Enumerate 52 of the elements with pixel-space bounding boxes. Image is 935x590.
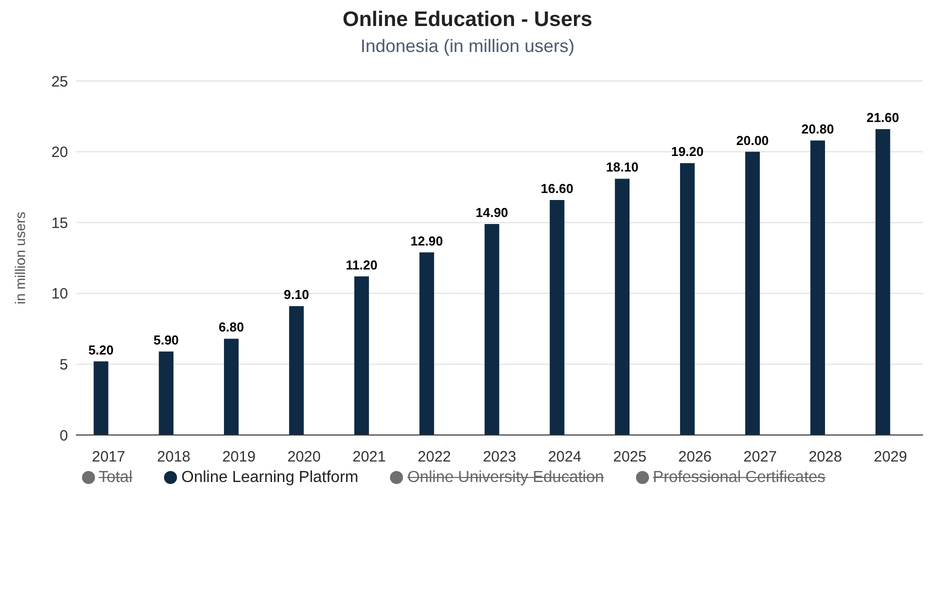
legend-label: Online Learning Platform (181, 469, 358, 486)
x-tick-label: 2028 (808, 448, 842, 466)
bar (484, 224, 500, 435)
data-label: 16.60 (540, 180, 574, 196)
chart-title: Online Education - Users (342, 8, 594, 32)
bar (289, 306, 304, 435)
x-tick-label: 2017 (92, 448, 126, 466)
x-tick-label: 2026 (678, 448, 712, 466)
bar (94, 361, 108, 435)
x-tick-label: 2018 (157, 448, 190, 466)
data-label: 12.90 (410, 233, 444, 248)
bar (158, 351, 174, 435)
y-tick-label: 15 (51, 214, 68, 232)
y-tick-label: 25 (51, 73, 68, 90)
legend-label: Online University Education (407, 469, 604, 486)
x-tick-label: 2023 (482, 448, 516, 466)
bar (224, 338, 239, 435)
y-tick-label: 0 (60, 427, 68, 444)
x-tick-label: 2027 (743, 448, 777, 466)
data-label: 9.10 (284, 287, 310, 302)
bar (614, 178, 630, 435)
bar (354, 276, 369, 435)
data-label: 5.20 (88, 342, 114, 358)
bar (810, 140, 826, 435)
y-tick-label: 5 (60, 356, 68, 374)
data-label: 6.80 (218, 320, 244, 335)
y-axis-title: in million users (12, 212, 28, 304)
x-tick-label: 2022 (418, 448, 452, 466)
bar (680, 163, 695, 435)
data-label: 20.00 (736, 132, 769, 148)
x-tick-label: 2029 (874, 448, 908, 466)
bar (550, 200, 564, 435)
bar (876, 129, 890, 435)
chart-subtitle: Indonesia (in million users) (359, 36, 576, 57)
bar (419, 252, 434, 435)
y-tick-label: 20 (51, 144, 68, 162)
data-label: 20.80 (801, 121, 834, 136)
data-label: 5.90 (153, 332, 179, 348)
x-tick-label: 2021 (352, 448, 386, 466)
x-tick-label: 2024 (548, 448, 582, 466)
legend-label: Professional Certificates (652, 469, 826, 486)
data-label: 18.10 (606, 160, 638, 175)
data-label: 11.20 (346, 257, 378, 272)
x-tick-label: 2025 (613, 448, 646, 466)
bar (745, 152, 760, 435)
x-tick-label: 2019 (222, 448, 256, 466)
x-tick-label: 2020 (287, 448, 321, 466)
data-label: 14.90 (476, 205, 508, 220)
data-label: 19.20 (671, 144, 704, 160)
data-label: 21.60 (866, 110, 900, 126)
y-tick-label: 10 (51, 286, 68, 303)
legend-label: Total (98, 469, 132, 486)
